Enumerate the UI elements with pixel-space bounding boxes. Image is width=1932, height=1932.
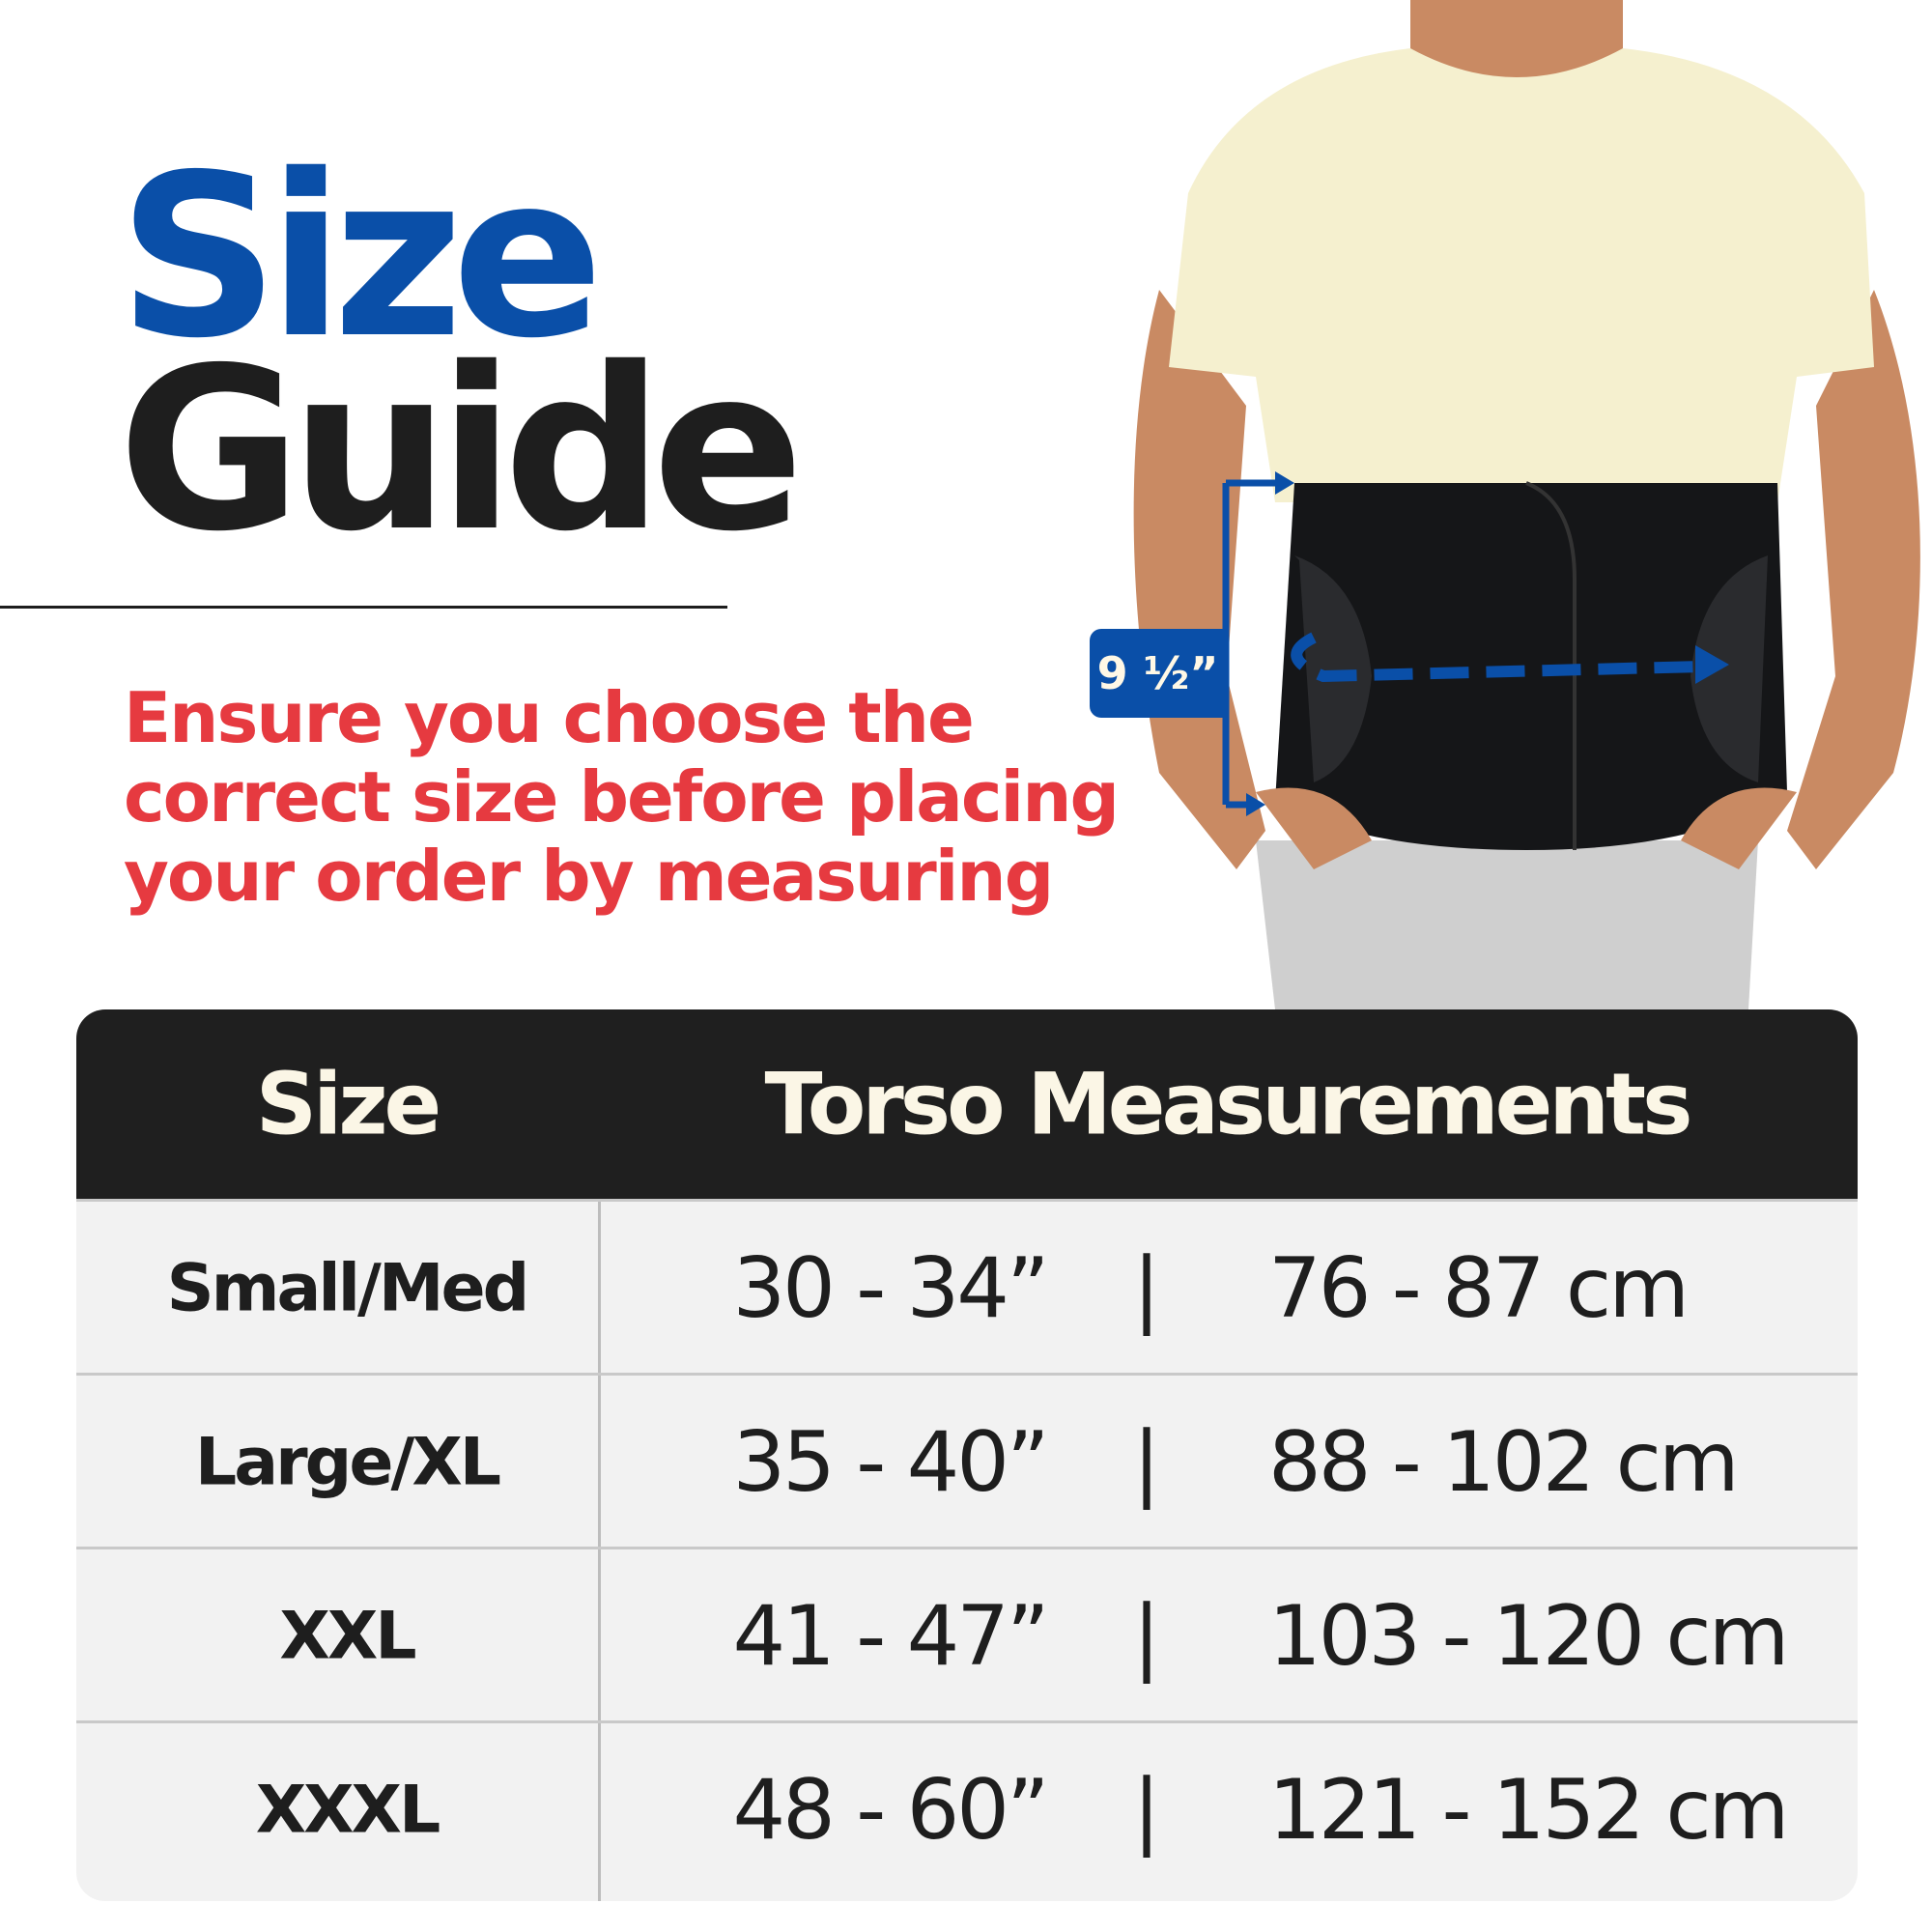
table-row: Small/Med 30 - 34” | 76 - 87 cm — [76, 1199, 1858, 1376]
size-cell: Small/Med — [166, 1250, 530, 1327]
inches-cell: 48 - 60” — [732, 1762, 1049, 1859]
header-size: Size — [255, 1054, 441, 1154]
inches-cell: 30 - 34” — [732, 1240, 1049, 1337]
inches-cell: 41 - 47” — [732, 1588, 1049, 1685]
header-torso-measurements: Torso Measurements — [764, 1054, 1693, 1154]
inches-cell: 35 - 40” — [732, 1414, 1049, 1511]
model-wearing-brace-photo — [1133, 0, 1920, 1009]
note-line: correct size before placing — [124, 756, 1120, 838]
table-row: Large/XL 35 - 40” | 88 - 102 cm — [76, 1373, 1858, 1549]
size-cell: XXL — [279, 1598, 416, 1675]
cm-cell: 88 - 102 cm — [1268, 1414, 1740, 1511]
brace-height-badge: 9 ½” — [1090, 629, 1226, 718]
table-row: XXXL 48 - 60” | 121 - 152 cm — [76, 1720, 1858, 1897]
size-cell: Large/XL — [194, 1424, 501, 1501]
table-header: Size Torso Measurements — [76, 1009, 1858, 1199]
size-table: Size Torso Measurements Small/Med 30 - 3… — [76, 1009, 1858, 1901]
note-line: your order by measuring — [124, 836, 1054, 917]
size-cell: XXXL — [255, 1772, 441, 1849]
note-line: Ensure you choose the — [124, 677, 975, 758]
table-row: XXL 41 - 47” | 103 - 120 cm — [76, 1547, 1858, 1723]
title-guide: Guide — [118, 320, 805, 581]
sizing-note: Ensure you choose the correct size befor… — [124, 677, 1120, 917]
cm-cell: 103 - 120 cm — [1268, 1588, 1789, 1685]
cm-cell: 76 - 87 cm — [1268, 1240, 1690, 1337]
column-divider — [598, 1199, 601, 1901]
separator: | — [1132, 1762, 1161, 1859]
separator: | — [1132, 1588, 1161, 1685]
separator: | — [1132, 1414, 1161, 1511]
cm-cell: 121 - 152 cm — [1268, 1762, 1789, 1859]
separator: | — [1132, 1240, 1161, 1337]
title-size: Size — [118, 127, 604, 387]
divider — [0, 606, 727, 609]
